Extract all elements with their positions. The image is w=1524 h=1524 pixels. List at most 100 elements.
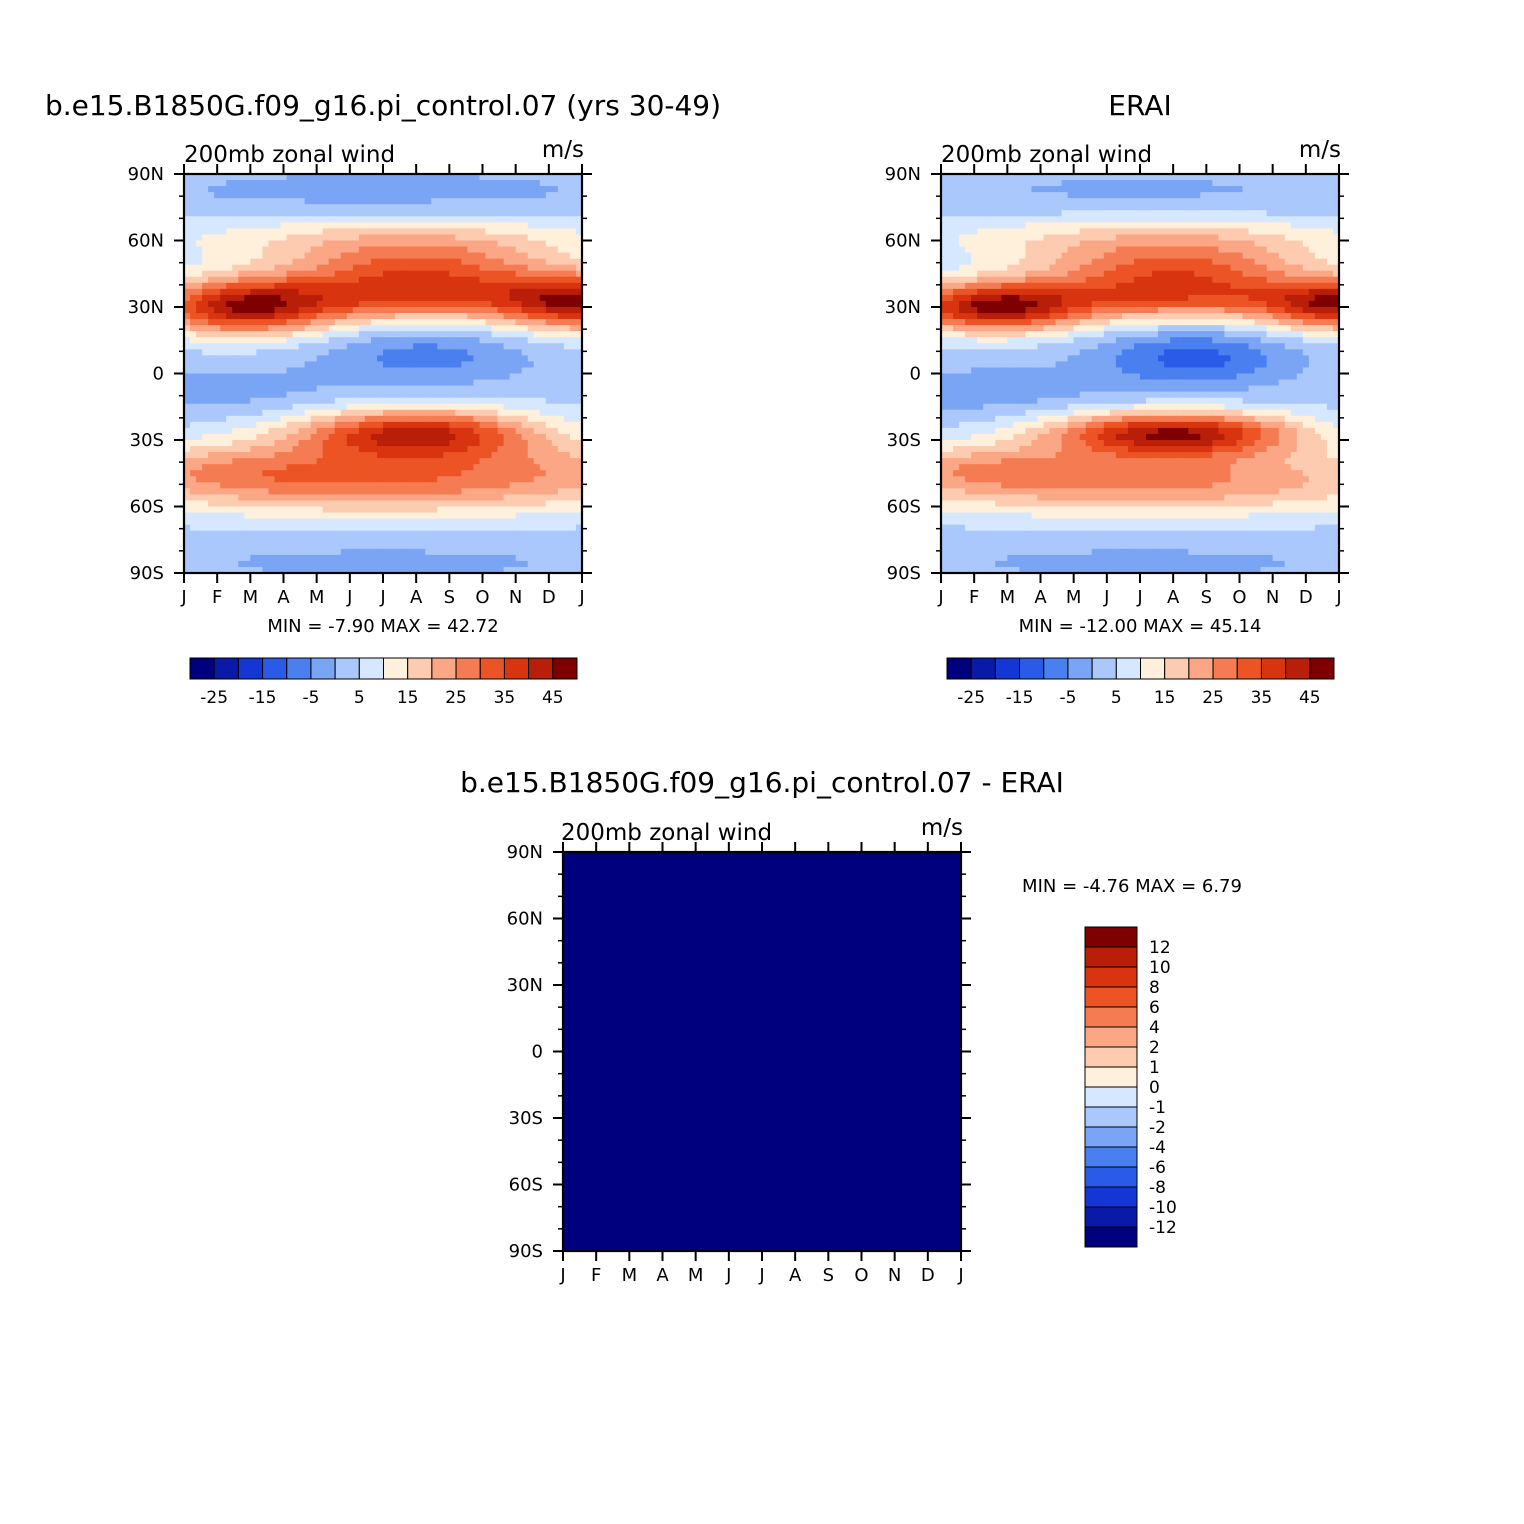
contour-cell <box>262 470 270 477</box>
contour-cell <box>304 240 312 248</box>
contour-cell <box>292 246 300 254</box>
contour-cell <box>497 403 505 411</box>
contour-cell <box>220 530 227 538</box>
contour-cell <box>202 506 209 514</box>
contour-cell <box>268 288 276 296</box>
contour-cell <box>497 252 505 260</box>
contour-cell <box>238 246 245 254</box>
contour-cell <box>491 288 499 296</box>
contour-cell <box>575 409 582 417</box>
contour-cell <box>443 198 450 205</box>
contour-cell <box>214 524 221 532</box>
contour-cell <box>443 234 450 242</box>
contour-cell <box>280 397 288 405</box>
contour-cell <box>419 566 426 573</box>
contour-cell <box>358 542 366 550</box>
contour-cell <box>539 204 547 211</box>
contour-cell <box>551 566 559 573</box>
contour-cell <box>485 536 493 544</box>
colorbar-label: 15 <box>397 688 419 708</box>
contour-cell <box>286 307 294 314</box>
contour-cell <box>346 446 354 453</box>
contour-cell <box>328 476 336 483</box>
contour-cell <box>280 476 288 483</box>
contour-cell <box>413 458 420 465</box>
contour-cell <box>298 355 306 363</box>
contour-cell <box>190 331 197 338</box>
contour-cell <box>1055 204 1063 211</box>
contour-cell <box>455 530 462 538</box>
contour-cell <box>346 427 354 435</box>
contour-cell <box>1182 204 1189 211</box>
contour-cell <box>310 300 318 308</box>
contour-cell <box>401 282 408 290</box>
contour-cell <box>449 488 456 496</box>
contour-cell <box>401 234 408 242</box>
contour-cell <box>370 494 378 502</box>
contour-cell <box>364 476 372 483</box>
contour-cell <box>364 379 372 387</box>
contour-cell <box>286 397 294 405</box>
contour-cell <box>334 288 342 296</box>
contour-cell <box>220 403 227 411</box>
contour-cell <box>401 488 408 496</box>
contour-cell <box>1260 192 1268 199</box>
contour-cell <box>497 470 505 477</box>
contour-cell <box>419 276 426 284</box>
contour-cell <box>527 494 535 502</box>
contour-cell <box>515 180 523 187</box>
contour-cell <box>250 566 257 573</box>
contour-cell <box>286 512 294 520</box>
contour-cell <box>533 282 541 290</box>
contour-cell <box>220 379 227 387</box>
contour-cell <box>485 234 493 242</box>
contour-cell <box>383 367 390 375</box>
contour-cell <box>431 186 438 193</box>
colorbar-label: 25 <box>445 688 467 708</box>
contour-cell <box>575 536 582 544</box>
contour-cell <box>491 373 499 381</box>
contour-cell <box>238 192 245 199</box>
contour-cell <box>509 482 517 489</box>
contour-cell <box>244 367 251 375</box>
contour-cell <box>437 270 444 278</box>
contour-cell <box>569 192 577 199</box>
contour-cell <box>515 397 523 405</box>
contour-cell <box>509 174 517 181</box>
contour-cell <box>328 337 336 344</box>
contour-cell <box>364 421 372 429</box>
contour-cell <box>1025 210 1033 217</box>
contour-cell <box>491 331 499 338</box>
contour-cell <box>238 240 245 248</box>
contour-cell <box>202 542 209 550</box>
contour-cell <box>310 246 318 254</box>
contour-cell <box>1019 210 1027 217</box>
contour-cell <box>196 192 203 199</box>
contour-cell <box>262 234 270 242</box>
contour-cell <box>557 325 565 332</box>
contour-cell <box>340 180 348 187</box>
contour-cell <box>551 307 559 314</box>
contour-cell <box>1067 186 1075 193</box>
contour-cell <box>304 349 312 356</box>
contour-cell <box>376 397 384 405</box>
contour-cell <box>202 325 209 332</box>
contour-cell <box>334 506 342 514</box>
contour-cell <box>274 397 282 405</box>
contour-cell <box>1013 210 1020 217</box>
contour-cell <box>256 300 263 308</box>
contour-cell <box>274 500 282 508</box>
contour-cell <box>539 524 547 532</box>
contour-cell <box>503 270 511 278</box>
contour-cell <box>232 282 239 290</box>
contour-cell <box>304 343 312 350</box>
contour-cell <box>274 440 282 447</box>
contour-cell <box>262 373 270 381</box>
contour-cell <box>310 554 318 562</box>
contour-cell <box>196 174 203 181</box>
contour-cell <box>196 482 203 489</box>
contour-cell <box>563 391 571 399</box>
contour-cell <box>479 288 487 296</box>
contour-cell <box>479 554 487 562</box>
contour-cell <box>238 446 245 453</box>
